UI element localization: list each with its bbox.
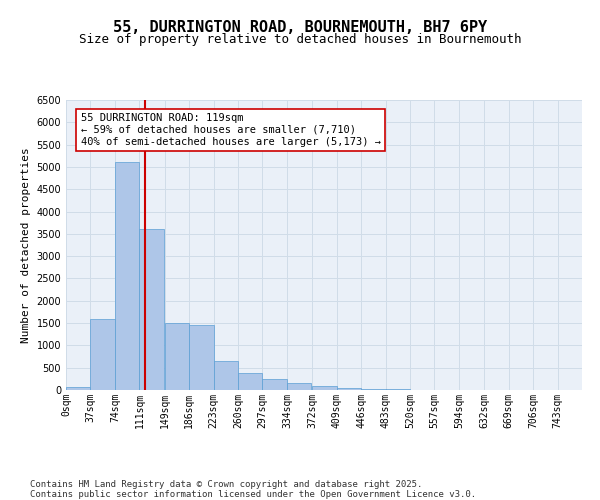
Bar: [189, 326, 214, 390]
Bar: [115, 162, 139, 390]
Y-axis label: Number of detached properties: Number of detached properties: [21, 147, 31, 343]
Text: 55, DURRINGTON ROAD, BOURNEMOUTH, BH7 6PY: 55, DURRINGTON ROAD, BOURNEMOUTH, BH7 6P…: [113, 20, 487, 35]
Text: Size of property relative to detached houses in Bournemouth: Size of property relative to detached ho…: [79, 34, 521, 46]
Bar: [91, 318, 115, 390]
Bar: [312, 386, 337, 390]
Bar: [238, 373, 262, 390]
Bar: [66, 388, 91, 390]
Bar: [262, 379, 287, 390]
Bar: [337, 388, 361, 390]
Bar: [164, 323, 189, 390]
Bar: [361, 388, 386, 390]
Bar: [139, 230, 164, 390]
Text: 55 DURRINGTON ROAD: 119sqm
← 59% of detached houses are smaller (7,710)
40% of s: 55 DURRINGTON ROAD: 119sqm ← 59% of deta…: [80, 114, 380, 146]
Bar: [214, 361, 238, 390]
Text: Contains HM Land Registry data © Crown copyright and database right 2025.
Contai: Contains HM Land Registry data © Crown c…: [30, 480, 476, 500]
Bar: [287, 383, 311, 390]
